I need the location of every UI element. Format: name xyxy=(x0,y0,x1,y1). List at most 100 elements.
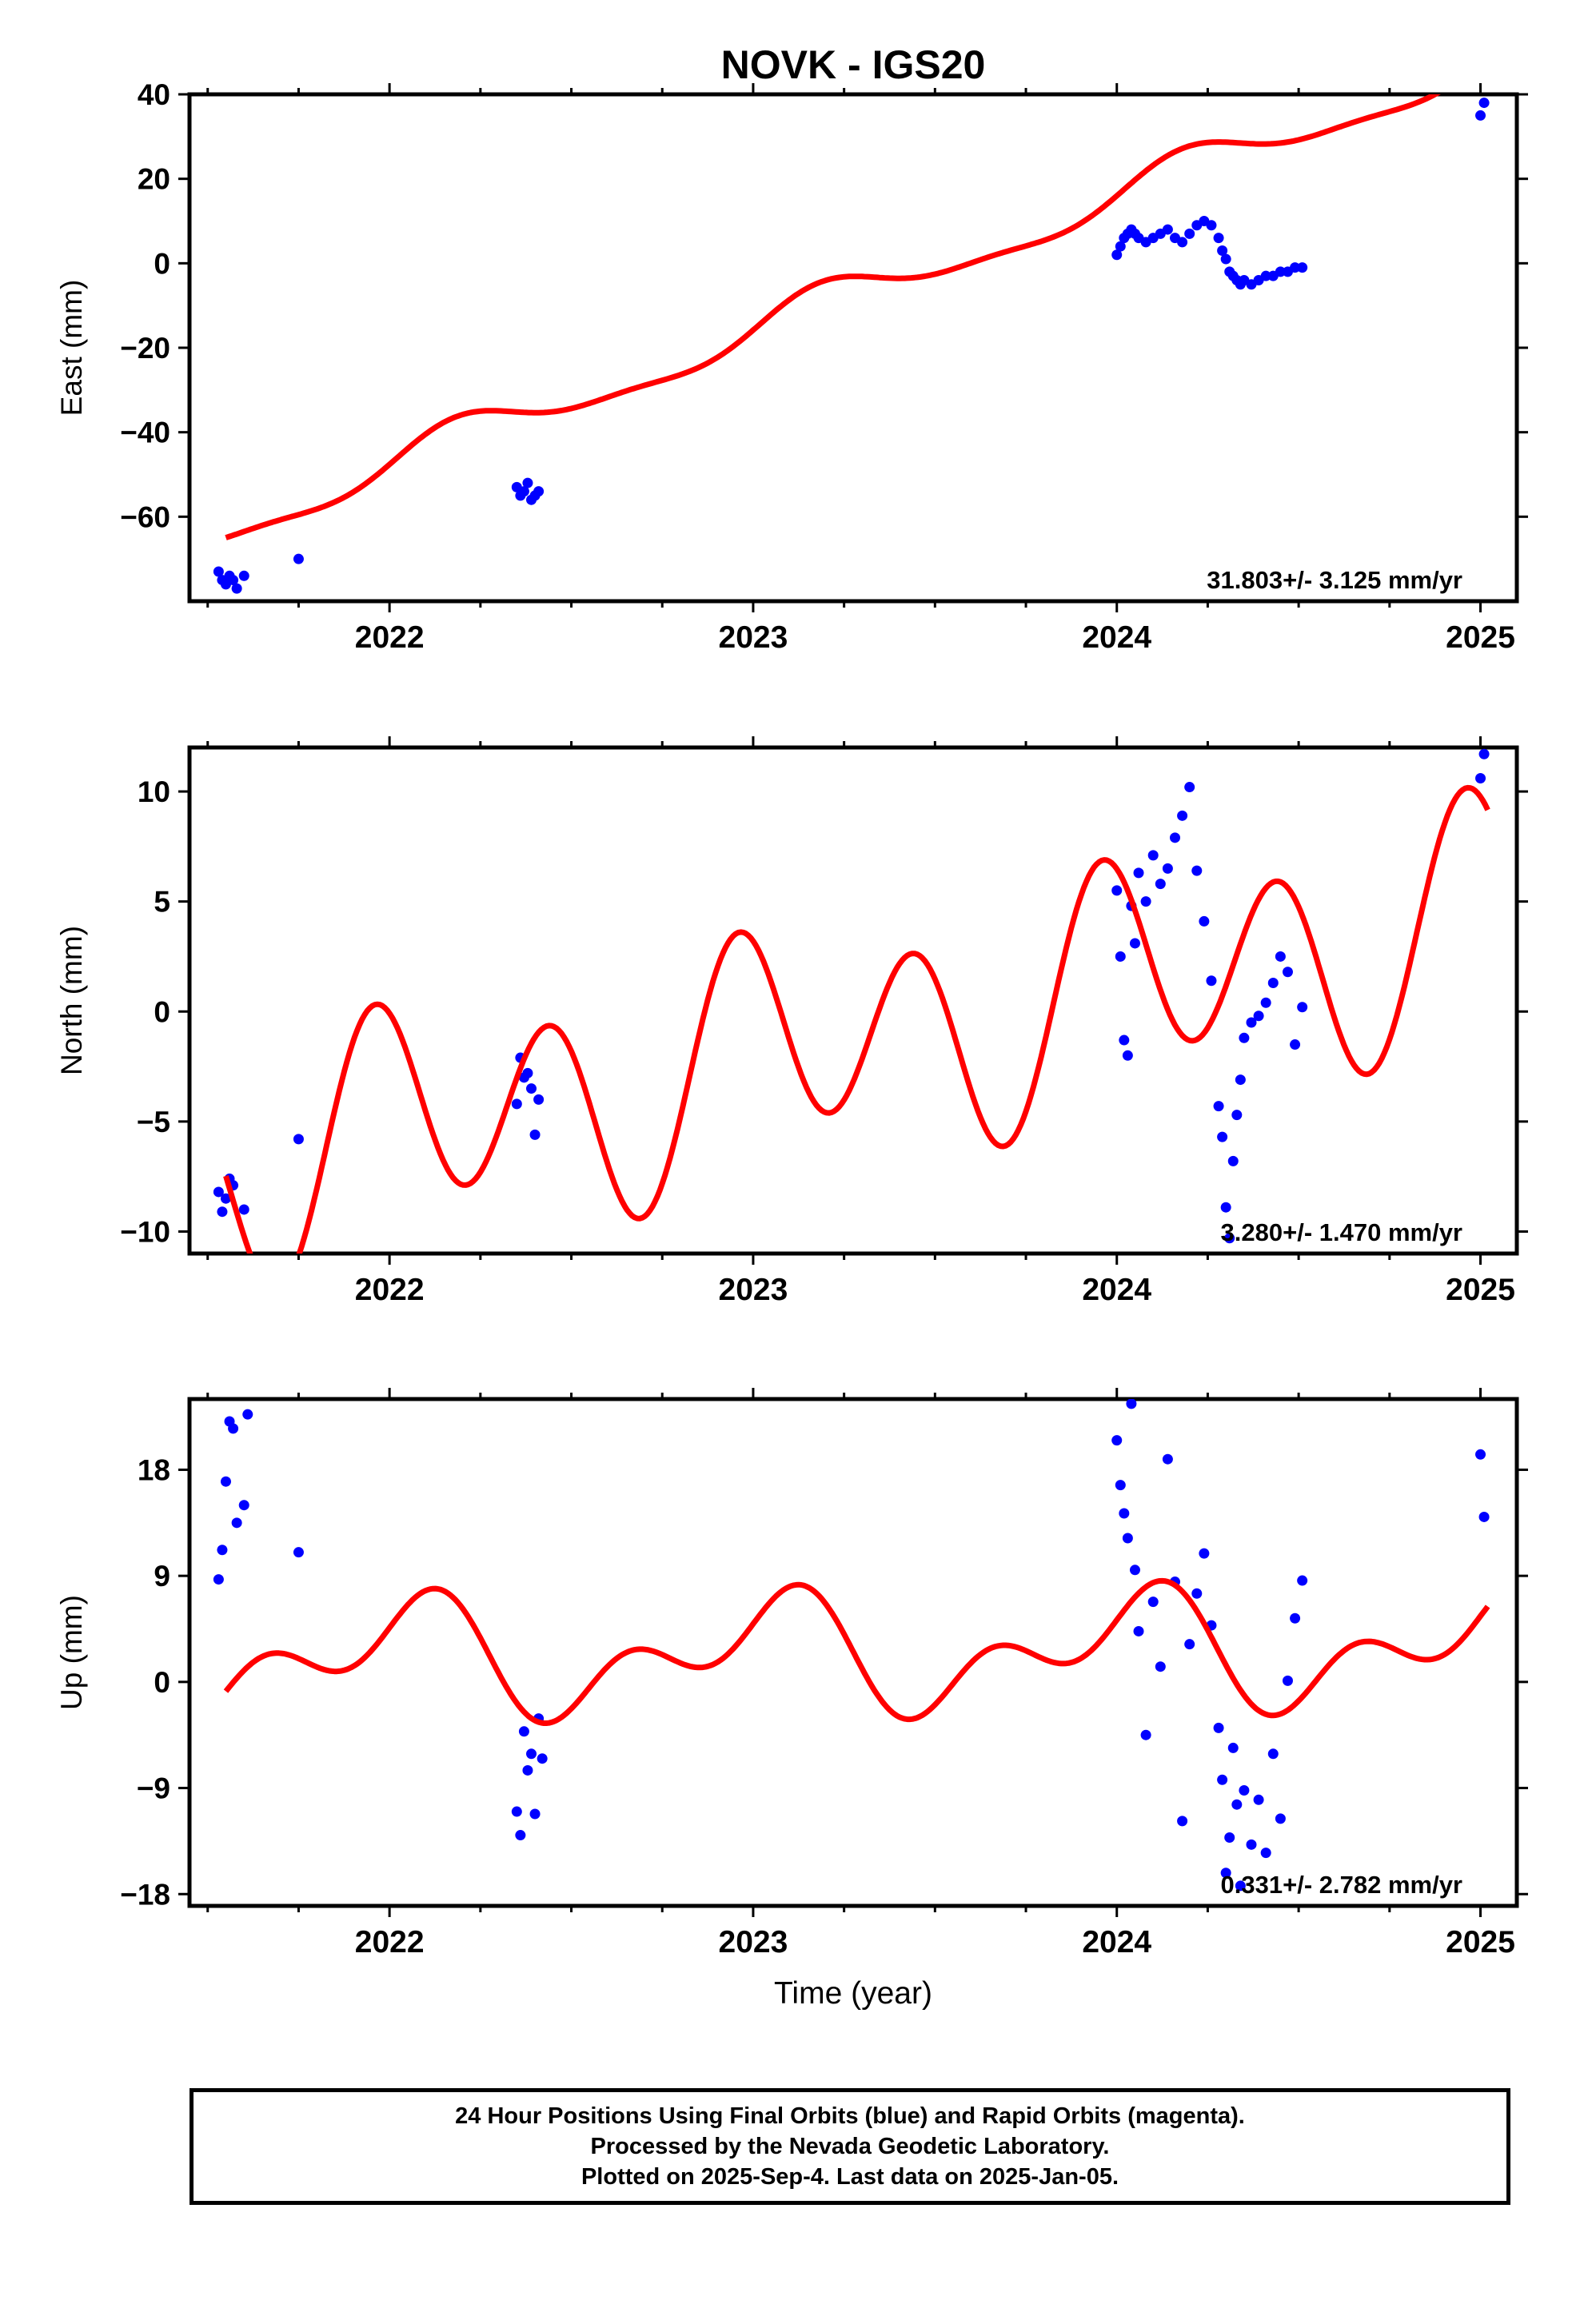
y-tick-label: −18 xyxy=(120,1878,170,1911)
data-point xyxy=(1290,262,1301,273)
data-point xyxy=(242,1409,253,1420)
data-point xyxy=(522,1764,533,1776)
y-axis-label: East (mm) xyxy=(55,280,88,417)
data-point xyxy=(1129,938,1140,949)
data-point xyxy=(1220,1868,1231,1879)
x-tick-label: 2023 xyxy=(719,1273,788,1307)
data-point xyxy=(1217,245,1228,256)
data-point xyxy=(1213,233,1224,244)
x-tick-label: 2022 xyxy=(355,1273,425,1307)
data-point xyxy=(1246,1839,1257,1850)
data-point xyxy=(1126,1399,1137,1409)
data-point xyxy=(1253,1794,1264,1805)
data-point xyxy=(1297,1575,1308,1586)
data-point xyxy=(1297,1002,1308,1013)
data-point xyxy=(1119,1034,1130,1046)
data-point xyxy=(1115,1480,1126,1491)
data-point xyxy=(213,1574,224,1585)
data-point xyxy=(228,575,239,586)
data-point xyxy=(533,486,545,497)
data-point xyxy=(526,1748,537,1760)
data-point xyxy=(518,486,529,497)
footer-line-1: 24 Hour Positions Using Final Orbits (bl… xyxy=(455,2103,1245,2129)
data-point xyxy=(1246,1017,1257,1028)
panel-north: 10 5 0 −5 −10 2022 2023 2024 2025 North (mm) 3.280… xyxy=(55,736,1528,1307)
data-point xyxy=(1184,1639,1195,1650)
data-point xyxy=(1177,1816,1188,1827)
y-tick-label: −9 xyxy=(137,1772,170,1805)
model-curve xyxy=(223,1577,1490,1726)
data-point xyxy=(1282,1675,1293,1686)
data-point xyxy=(1260,270,1271,281)
x-tick-label: 2025 xyxy=(1446,1925,1515,1959)
data-point xyxy=(213,566,224,577)
y-tick-label: 0 xyxy=(154,1666,170,1699)
data-point xyxy=(1111,885,1123,896)
data-point xyxy=(231,583,242,594)
data-point xyxy=(1111,1435,1123,1446)
plot-area xyxy=(213,748,1490,1254)
data-point xyxy=(1475,773,1486,784)
y-axis-label: North (mm) xyxy=(55,926,88,1075)
data-point xyxy=(1169,832,1180,843)
plot-area xyxy=(213,1399,1490,1891)
plot-area xyxy=(213,94,1490,594)
x-tick-label: 2025 xyxy=(1446,620,1515,655)
data-point xyxy=(1267,1748,1279,1760)
data-point xyxy=(1253,1011,1264,1022)
data-point xyxy=(1177,810,1188,821)
x-tick-label: 2025 xyxy=(1446,1273,1515,1307)
data-point xyxy=(228,1423,239,1434)
data-point xyxy=(1235,1074,1246,1086)
data-point xyxy=(1122,1050,1133,1061)
rate-label: 31.803+/- 3.125 mm/yr xyxy=(1207,566,1462,594)
x-tick-label: 2022 xyxy=(355,620,425,655)
data-point xyxy=(1111,249,1123,261)
data-point xyxy=(1290,1612,1301,1624)
plot-frame xyxy=(187,1397,1519,1908)
x-tick-label: 2022 xyxy=(355,1925,425,1959)
data-point xyxy=(293,553,304,564)
data-point xyxy=(1267,977,1279,988)
x-tick-label: 2024 xyxy=(1082,1273,1151,1307)
data-point xyxy=(238,1500,249,1511)
y-axis-label: Up (mm) xyxy=(55,1595,88,1710)
data-point xyxy=(1227,1742,1239,1753)
data-point xyxy=(1275,266,1286,277)
data-point xyxy=(1478,748,1490,759)
data-point xyxy=(1162,863,1173,874)
data-point xyxy=(1162,1453,1173,1465)
data-point xyxy=(1475,1449,1486,1460)
data-point xyxy=(1220,1202,1231,1213)
data-point xyxy=(238,570,249,581)
data-point xyxy=(1478,1511,1490,1522)
data-point xyxy=(220,1193,231,1204)
y-tick-label: 10 xyxy=(138,775,170,808)
data-point xyxy=(1231,1110,1243,1121)
x-axis-label: Time (year) xyxy=(774,1976,932,2011)
model-curve xyxy=(225,94,1441,540)
data-point xyxy=(238,1204,249,1215)
data-point xyxy=(293,1547,304,1558)
data-point xyxy=(537,1753,548,1764)
y-tick-label: 20 xyxy=(138,163,170,196)
data-point xyxy=(1297,262,1308,273)
data-point xyxy=(1140,1729,1151,1740)
data-point xyxy=(511,1098,522,1110)
data-point xyxy=(220,1476,231,1487)
x-tick-label: 2023 xyxy=(719,620,788,655)
panel-east: 40 20 0 −20 −40 −60 2022 2023 2024 2025 East (mm) 3… xyxy=(55,78,1528,655)
data-point xyxy=(1217,1131,1228,1142)
data-point xyxy=(1162,224,1173,235)
data-point xyxy=(1199,915,1210,927)
footer-note: 24 Hour Positions Using Final Orbits (bl… xyxy=(190,2088,1510,2205)
data-point xyxy=(1260,1848,1271,1859)
data-point xyxy=(1475,110,1486,121)
y-tick-label: 40 xyxy=(138,78,170,111)
data-point xyxy=(1220,253,1231,265)
data-point xyxy=(1133,867,1144,879)
data-point xyxy=(522,477,533,488)
data-point xyxy=(1260,997,1271,1008)
